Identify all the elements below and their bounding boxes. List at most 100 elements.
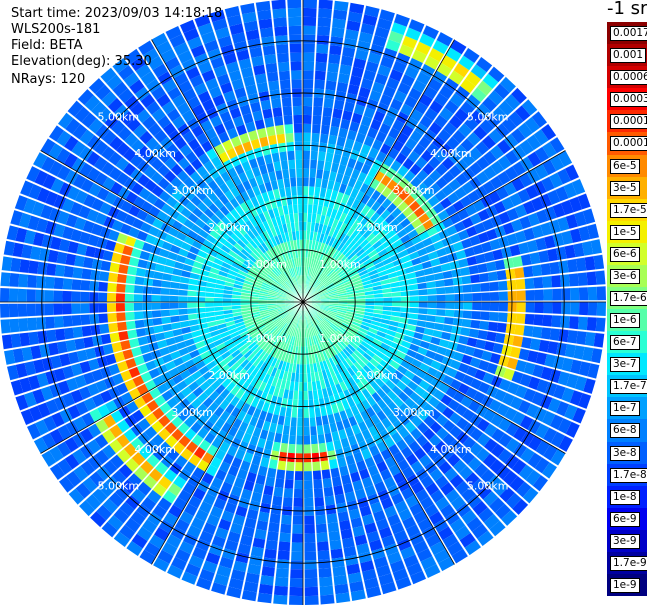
range-gate-cell [354,534,368,546]
range-gate-cell [323,215,330,226]
range-gate-cell [265,62,278,74]
range-gate-cell [422,25,439,40]
range-gate-cell [272,8,287,19]
range-gate-cell [324,378,331,388]
range-gate-cell [177,410,190,422]
colorbar-tick-label: 6e-8 [610,423,640,439]
range-gate-cell [325,80,337,91]
range-gate-cell [425,207,437,219]
range-gate-cell [124,293,134,302]
range-gate-cell [132,124,147,139]
range-gate-cell [105,353,117,366]
range-gate-cell [395,244,406,253]
ray-separator [302,31,441,303]
range-gate-cell [550,155,565,171]
range-gate-cell [241,307,251,312]
range-gate-cell [304,595,319,605]
range-gate-cell [533,129,549,146]
range-gate-cell [163,469,178,483]
range-gate-cell [595,317,606,332]
range-gate-cell [264,54,277,65]
ray-separator [67,301,304,493]
range-gate-cell [353,282,364,288]
range-gate-cell [316,251,322,261]
range-gate-cell [259,202,268,213]
range-gate-cell [295,159,303,169]
range-gate-cell [106,74,123,91]
range-gate-cell [344,185,353,196]
range-gate-cell [311,327,316,336]
range-gate-cell [480,195,493,208]
range-gate-cell [259,290,269,295]
range-gate-cell [168,227,180,238]
range-gate-cell [361,276,371,283]
range-gate-cell [139,549,156,565]
range-gate-cell [238,344,248,353]
range-gate-cell [249,329,259,336]
range-gate-cell [464,246,475,258]
range-gate-cell [53,223,66,238]
range-gate-cell [205,77,219,91]
range-gate-cell [208,325,219,333]
range-gate-cell [327,450,337,461]
range-gate-cell [534,457,550,474]
range-gate-cell [256,324,266,332]
range-gate-cell [310,434,318,445]
range-gate-cell [337,311,346,316]
range-gate-cell [251,285,261,291]
range-gate-cell [366,361,376,371]
range-gate-cell [450,39,467,55]
range-gate-cell [454,302,464,310]
range-gate-cell [234,164,245,175]
range-gate-cell [276,424,284,434]
range-gate-cell [205,287,215,293]
range-gate-cell [360,355,370,365]
range-gate-cell [267,190,275,201]
range-gate-cell [166,397,179,409]
range-gate-cell [239,132,250,144]
range-gate-cell [406,324,417,332]
range-gate-cell [452,317,463,327]
range-gate-cell [225,392,235,403]
range-gate-cell [424,55,440,70]
range-gate-cell [130,139,145,153]
range-gate-cell [378,526,393,539]
range-gate-cell [342,320,352,326]
range-gate-cell [224,201,235,212]
range-gate-cell [423,428,436,441]
range-gate-cell [387,484,401,497]
range-gate-cell [509,346,521,359]
range-gate-cell [91,369,104,382]
range-gate-cell [406,245,417,255]
range-gate-cell [140,222,152,234]
range-gate-cell [283,488,294,498]
range-gate-cell [391,306,401,312]
range-gate-cell [343,389,352,400]
range-gate-cell [396,380,407,391]
range-gate-cell [249,463,260,475]
range-gate-cell [292,345,296,355]
range-gate-cell [365,61,379,73]
range-gate-cell [226,414,237,426]
range-ring-label: 1.00km [319,332,361,345]
range-gate-cell [163,170,177,183]
range-gate-cell [376,330,387,338]
range-gate-cell [470,378,483,390]
range-gate-cell [332,365,340,376]
range-gate-cell [215,319,226,326]
range-gate-cell [551,275,561,288]
range-gate-cell [255,246,264,256]
range-gate-cell [290,240,295,250]
range-gate-cell [393,370,404,380]
range-gate-cell [550,431,565,448]
range-gate-cell [33,437,49,454]
range-gate-cell [154,461,169,476]
ray-separator [302,208,592,303]
colorbar-tick-label: 6e-6 [610,246,640,262]
range-gate-cell [336,401,345,412]
range-gate-cell [424,564,441,578]
range-gate-cell [463,302,473,310]
range-gate-cell [46,329,57,343]
range-gate-cell [340,324,350,331]
range-gate-cell [267,296,277,300]
